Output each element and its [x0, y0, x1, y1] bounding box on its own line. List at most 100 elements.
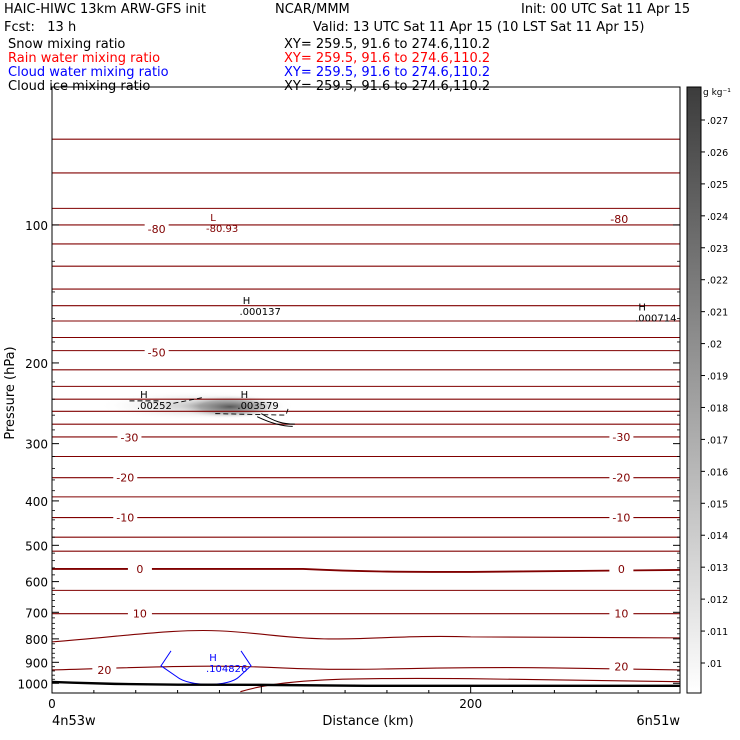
header-line2-right: Valid: 13 UTC Sat 11 Apr 15 (10 LST Sat …: [313, 20, 645, 35]
extremum-value: .000137: [239, 307, 280, 318]
isotherm-label: -20: [116, 472, 134, 485]
isotherm-line: [51, 455, 680, 458]
isotherm-line: [51, 320, 680, 322]
colorbar-tick-label: .015: [707, 499, 728, 510]
isotherm-label: -30: [612, 431, 630, 444]
x-tick-label: 0: [48, 697, 56, 711]
y-tick-label: 1000: [17, 677, 48, 691]
y-tick-label: 100: [25, 219, 48, 233]
y-axis-label: Pressure (hPa): [3, 346, 18, 439]
isotherm-label-bg: [609, 471, 634, 483]
legend-xy-cloud-water: XY= 259.5, 91.6 to 274.6,110.2: [284, 65, 491, 80]
isotherm-line: [51, 349, 680, 352]
isotherm-label-bg: [609, 430, 634, 442]
legend-xy-snow: XY= 259.5, 91.6 to 274.6,110.2: [284, 37, 491, 52]
isotherm-label-bg: [127, 607, 152, 619]
extremum-mark: L: [210, 213, 216, 224]
isotherm-line: [51, 224, 680, 226]
isotherm-label-bg: [92, 663, 117, 675]
isotherm-label-bg: [117, 431, 142, 443]
extremum-mark: H: [638, 303, 646, 314]
y-tick-label: 500: [25, 539, 48, 553]
isotherm-label: -80: [148, 223, 166, 236]
header-line1-left: HAIC-HIWC 13km ARW-GFS init: [4, 2, 206, 17]
legend-label-cloud-water: Cloud water mixing ratio: [8, 65, 169, 80]
isotherm-label-bg: [113, 511, 138, 523]
extremum-mark: H: [241, 390, 249, 401]
plot-frame: [51, 86, 681, 694]
colorbar-tick-label: .016: [707, 467, 728, 478]
colorbar-tick-label: .026: [707, 148, 728, 159]
y-tick-label: 200: [25, 357, 48, 371]
colorbar-tick-label: .019: [707, 372, 728, 383]
x-tick-label: 200: [459, 697, 482, 711]
isotherm-label: -50: [148, 347, 166, 360]
colorbar-tick-label: .022: [707, 276, 728, 287]
colorbar-tick-label: .025: [707, 180, 728, 191]
colorbar-unit: g kg⁻¹: [703, 88, 731, 98]
terrain-surface-line: [51, 680, 680, 688]
isotherm-line: [51, 423, 680, 425]
isotherm-line: [51, 476, 680, 479]
x-endpoint-left: 4n53w: [52, 714, 96, 729]
isotherm-line: [51, 612, 680, 615]
isotherm-label: 0: [618, 563, 625, 576]
isotherm-line: [51, 410, 680, 413]
isotherm-label: 20: [614, 661, 628, 674]
isotherm-line: [51, 385, 680, 388]
extremum-value: .104826: [206, 664, 247, 675]
colorbar-tick-label: .017: [707, 435, 728, 446]
y-tick-label: 300: [25, 438, 48, 452]
ice-contour-tail: [256, 416, 293, 427]
isotherm-label: -10: [612, 512, 630, 525]
isotherm-line: [51, 288, 680, 290]
colorbar-tick-label: .027: [707, 116, 728, 127]
isotherm-label-bg: [127, 562, 152, 574]
isotherm-label: -80: [610, 213, 628, 226]
colorbar-gradient: [686, 86, 702, 694]
header-line1-mid: NCAR/MMM: [275, 2, 350, 17]
isotherm-line: [51, 207, 680, 210]
x-endpoint-right: 6n51w: [636, 714, 680, 729]
isotherm-label: -30: [120, 432, 138, 445]
isotherm-label: -10: [116, 512, 134, 525]
isotherm-label: 10: [614, 608, 628, 621]
colorbar-tick-label: .01: [707, 659, 722, 670]
y-tick-label: 600: [25, 576, 48, 590]
isotherm-line: [51, 265, 680, 268]
isotherm-label: -20: [612, 472, 630, 485]
isotherm-label-bg: [144, 222, 169, 234]
extremum-value: .003579: [237, 401, 278, 412]
isotherm-line: [51, 496, 680, 498]
extremum-mark: H: [209, 653, 217, 664]
isotherm-label-bg: [607, 212, 632, 224]
isotherm-line: [51, 589, 680, 592]
colorbar-tick-label: .02: [707, 340, 722, 351]
y-tick-label: 400: [25, 495, 48, 509]
isotherm-line: [51, 516, 680, 519]
y-tick-label: 800: [25, 633, 48, 647]
isotherm-line: [52, 568, 681, 573]
colorbar-tick-label: .023: [707, 244, 728, 255]
isotherm-line: [51, 629, 681, 643]
legend-xy-rain: XY= 259.5, 91.6 to 274.6,110.2: [284, 51, 491, 66]
isotherm-label-bg: [609, 660, 634, 672]
extremum-mark: H: [243, 296, 251, 307]
colorbar-tick-label: .014: [707, 531, 728, 542]
header-line1-right: Init: 00 UTC Sat 11 Apr 15: [521, 2, 691, 17]
legend-label-rain: Rain water mixing ratio: [8, 51, 161, 66]
isotherm-line: [51, 172, 680, 174]
extremum-value: -80.93: [206, 224, 238, 235]
isotherm-line: [51, 550, 680, 553]
header-line2-left: Fcst: 13 h: [4, 20, 77, 35]
isotherm-line: [240, 677, 681, 693]
isotherm-label: 20: [97, 664, 111, 677]
isotherm-line: [51, 368, 680, 371]
colorbar-tick-label: .011: [707, 627, 728, 638]
isotherm-label-bg: [144, 346, 169, 358]
colorbar-tick-label: .018: [707, 403, 728, 414]
colorbar: .01 .011 .012 .013 .014 .015 .016 .017 .018 .019.…: [686, 86, 728, 694]
isotherm-label-bg: [609, 562, 634, 574]
isotherm-label: 10: [133, 608, 147, 621]
